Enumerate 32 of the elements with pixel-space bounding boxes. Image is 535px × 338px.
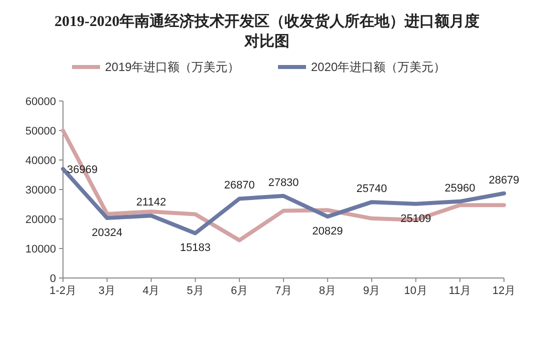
- y-tick-label: 40000: [25, 155, 56, 167]
- data-label: 20829: [312, 226, 343, 238]
- x-tick-label: 10月: [404, 285, 428, 297]
- y-tick-label: 10000: [25, 244, 56, 256]
- data-label: 21142: [136, 196, 166, 209]
- data-label: 26870: [224, 180, 255, 192]
- data-label: 15183: [180, 242, 211, 254]
- x-tick-label: 8月: [319, 285, 336, 297]
- x-tick-label: 6月: [230, 285, 248, 297]
- legend-label: 2019年进口额（万美元）: [105, 60, 240, 74]
- y-tick-label: 20000: [25, 214, 56, 226]
- x-tick-label: 11月: [448, 285, 472, 297]
- data-label: 20324: [92, 227, 122, 240]
- x-tick-label: 3月: [98, 285, 116, 297]
- data-label: 25740: [356, 183, 387, 196]
- data-label: 36969: [67, 164, 98, 176]
- y-tick-label: 0: [50, 273, 56, 285]
- x-tick-label: 1-2月: [50, 285, 76, 297]
- legend-label: 2020年进口额（万美元）: [311, 60, 446, 74]
- x-tick-label: 5月: [186, 285, 204, 297]
- y-tick-label: 30000: [25, 184, 56, 196]
- x-tick-label: 12月: [492, 285, 516, 297]
- chart-title: 2019-2020年南通经济技术开发区（收发货人所在地）进口额月度对比图: [54, 12, 480, 50]
- data-label: 25109: [400, 212, 432, 225]
- x-tick-label: 4月: [142, 285, 160, 297]
- data-label: 27830: [268, 176, 299, 189]
- y-tick-label: 50000: [25, 126, 56, 138]
- x-tick-label: 9月: [363, 285, 380, 297]
- data-label: 25960: [444, 182, 476, 194]
- data-label: 28679: [488, 174, 520, 186]
- y-tick-label: 60000: [25, 96, 56, 108]
- x-tick-label: 7月: [274, 285, 292, 297]
